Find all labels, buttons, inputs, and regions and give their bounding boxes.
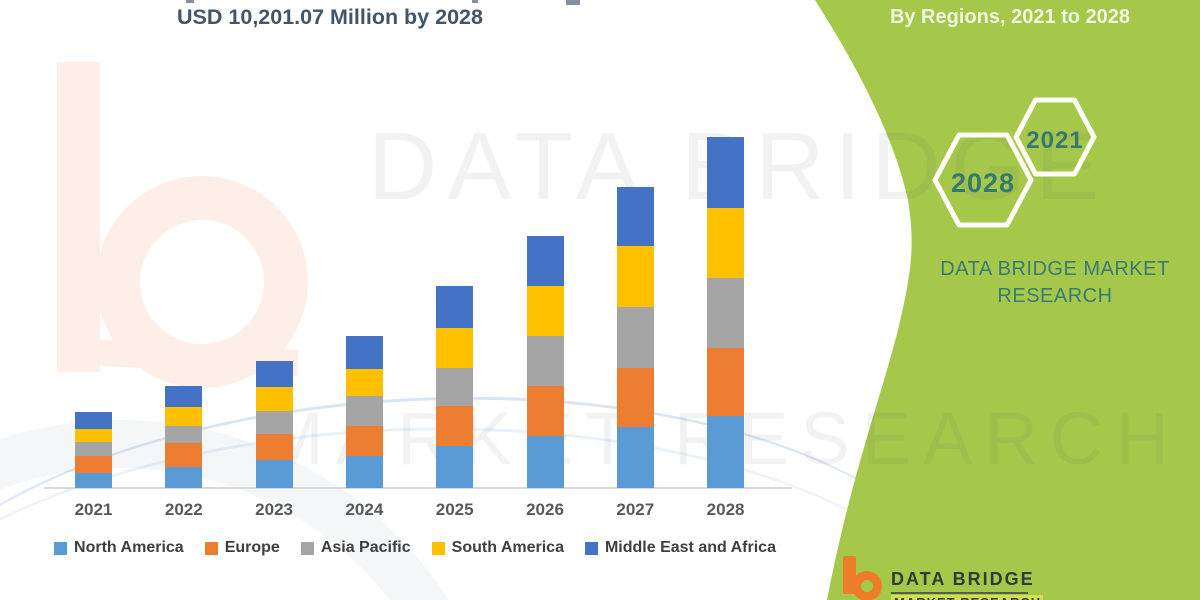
legend-item-middle-east-and-africa: Middle East and Africa: [584, 539, 776, 557]
legend-label-europe: Europe: [224, 539, 280, 556]
bar-segment-south-america-2027: [616, 246, 654, 307]
bar-segment-europe-2022: [165, 443, 203, 467]
bar-segment-asia-pacific-2026: [526, 336, 564, 386]
hexagon-year-2021: 2021: [1026, 127, 1084, 154]
footer-clipped-line: MARKET RESEARCH: [891, 595, 1043, 600]
x-axis-label-2021: 2021: [74, 500, 113, 519]
bar-segment-north-america-2022: [165, 467, 203, 488]
bar-segment-middle-east-and-africa-2025: [436, 286, 474, 328]
x-axis-label-2023: 2023: [255, 500, 293, 519]
footer-brand-underline: [891, 592, 1028, 594]
bar-segment-south-america-2023: [255, 387, 293, 411]
bar-segment-middle-east-and-africa-2021: [75, 412, 112, 429]
legend-item-asia-pacific: Asia Pacific: [300, 539, 411, 557]
bar-segment-middle-east-and-africa-2023: [255, 361, 293, 387]
side-brand-line1: DATA BRIDGE MARKET: [940, 258, 1170, 280]
legend-item-south-america: South America: [431, 539, 564, 557]
bar-segment-north-america-2021: [75, 473, 112, 488]
legend-item-europe: Europe: [204, 539, 280, 557]
hexagon-outlines: [932, 97, 1097, 228]
bar-segment-asia-pacific-2021: [75, 442, 112, 456]
x-axis-label-2028: 2028: [706, 500, 745, 519]
bar-segment-europe-2028: [707, 348, 745, 416]
bar-segment-europe-2021: [75, 456, 112, 473]
cropped-title-fragment: [472, 0, 478, 3]
legend-label-middle-east-and-africa: Middle East and Africa: [604, 539, 776, 556]
hexagon-year-2028: 2028: [950, 168, 1016, 198]
page-title: USD 10,201.07 Million by 2028: [177, 5, 483, 29]
legend-swatch-europe: [204, 541, 218, 555]
bar-segment-middle-east-and-africa-2026: [526, 236, 564, 286]
bar-segment-south-america-2025: [436, 328, 474, 368]
panel-band-label: By Regions, 2021 to 2028: [889, 6, 1131, 28]
bar-segment-europe-2023: [255, 434, 293, 460]
cropped-title-fragment: [566, 0, 580, 5]
x-axis-label-2022: 2022: [164, 500, 203, 519]
footer-clipped-line-text: MARKET RESEARCH: [891, 595, 1043, 600]
side-brand-line2: RESEARCH: [997, 285, 1113, 307]
x-axis-label-2026: 2026: [526, 500, 564, 519]
bar-segment-north-america-2025: [436, 446, 474, 488]
bar-segment-south-america-2026: [526, 286, 564, 336]
bar-segment-north-america-2024: [345, 456, 383, 488]
bar-segment-asia-pacific-2024: [345, 396, 383, 426]
bar-segment-europe-2026: [526, 386, 564, 436]
bar-segment-north-america-2023: [255, 460, 293, 488]
x-axis-label-2027: 2027: [616, 500, 655, 519]
legend-label-asia-pacific: Asia Pacific: [320, 539, 411, 556]
bar-segment-north-america-2026: [526, 436, 564, 488]
legend-swatch-south-america: [431, 541, 445, 555]
bar-segment-europe-2025: [436, 406, 474, 446]
bar-segment-middle-east-and-africa-2022: [165, 386, 203, 407]
bar-segment-north-america-2028: [707, 416, 745, 488]
bar-segment-asia-pacific-2027: [616, 307, 654, 368]
bar-segment-asia-pacific-2028: [707, 278, 745, 348]
watermark-b-logo-stem: [57, 62, 100, 372]
bar-segment-europe-2024: [345, 426, 383, 456]
bar-segment-south-america-2022: [165, 407, 203, 426]
x-axis-line: [44, 487, 792, 489]
legend-swatch-middle-east-and-africa: [584, 541, 598, 555]
bar-segment-asia-pacific-2025: [436, 368, 474, 406]
bar-segment-south-america-2028: [707, 208, 745, 278]
bar-segment-middle-east-and-africa-2027: [616, 187, 654, 246]
bar-segment-south-america-2021: [75, 429, 112, 442]
legend-swatch-north-america: [54, 541, 68, 555]
green-side-panel: [815, 0, 1200, 600]
x-axis-label-2024: 2024: [345, 500, 384, 519]
bar-segment-middle-east-and-africa-2024: [345, 336, 383, 369]
bar-segment-north-america-2027: [616, 427, 654, 488]
bar-segment-south-america-2024: [345, 369, 383, 396]
plot-area: 2021 2022 2023 2024 2025 2026 2027 2028: [44, 137, 792, 519]
bar-segment-asia-pacific-2023: [255, 411, 293, 434]
footer-brand-text: DATA BRIDGE: [891, 569, 1035, 589]
legend-label-north-america: North America: [74, 539, 184, 556]
cropped-title-fragment: [186, 0, 194, 3]
legend-label-south-america: South America: [451, 539, 564, 556]
bar-segment-asia-pacific-2022: [165, 426, 203, 443]
side-brand-text: DATA BRIDGE MARKET RESEARCH: [915, 256, 1195, 310]
legend-item-north-america: North America: [54, 539, 184, 557]
footer-b-logo-ring: [852, 571, 882, 600]
bar-segment-europe-2027: [616, 368, 654, 427]
x-axis-label-2025: 2025: [435, 500, 474, 519]
legend: North America Europe Asia Pacific South Ame…: [10, 539, 820, 557]
bar-segment-middle-east-and-africa-2028: [707, 137, 745, 208]
legend-swatch-asia-pacific: [300, 541, 314, 555]
